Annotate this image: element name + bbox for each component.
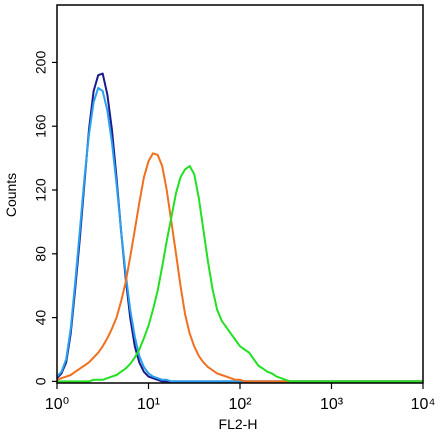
y-tick-label: 120 (33, 178, 49, 202)
x-tick-label: 10³ (320, 396, 344, 413)
y-tick-label: 80 (33, 246, 49, 262)
y-axis-label: Counts (3, 173, 19, 217)
series-line (57, 165, 423, 383)
series-line (56, 72, 423, 383)
y-tick-label: 0 (33, 377, 49, 385)
x-tick-label: 10⁰ (45, 396, 69, 413)
x-tick-label: 10¹ (137, 396, 160, 413)
x-tick-label: 10² (228, 396, 252, 413)
y-tick-label: 40 (33, 310, 49, 326)
y-tick-label: 160 (33, 114, 49, 138)
y-tick-label: 200 (33, 51, 49, 75)
x-tick-label: 10⁴ (411, 396, 436, 413)
x-axis-label: FL2-H (219, 416, 258, 432)
